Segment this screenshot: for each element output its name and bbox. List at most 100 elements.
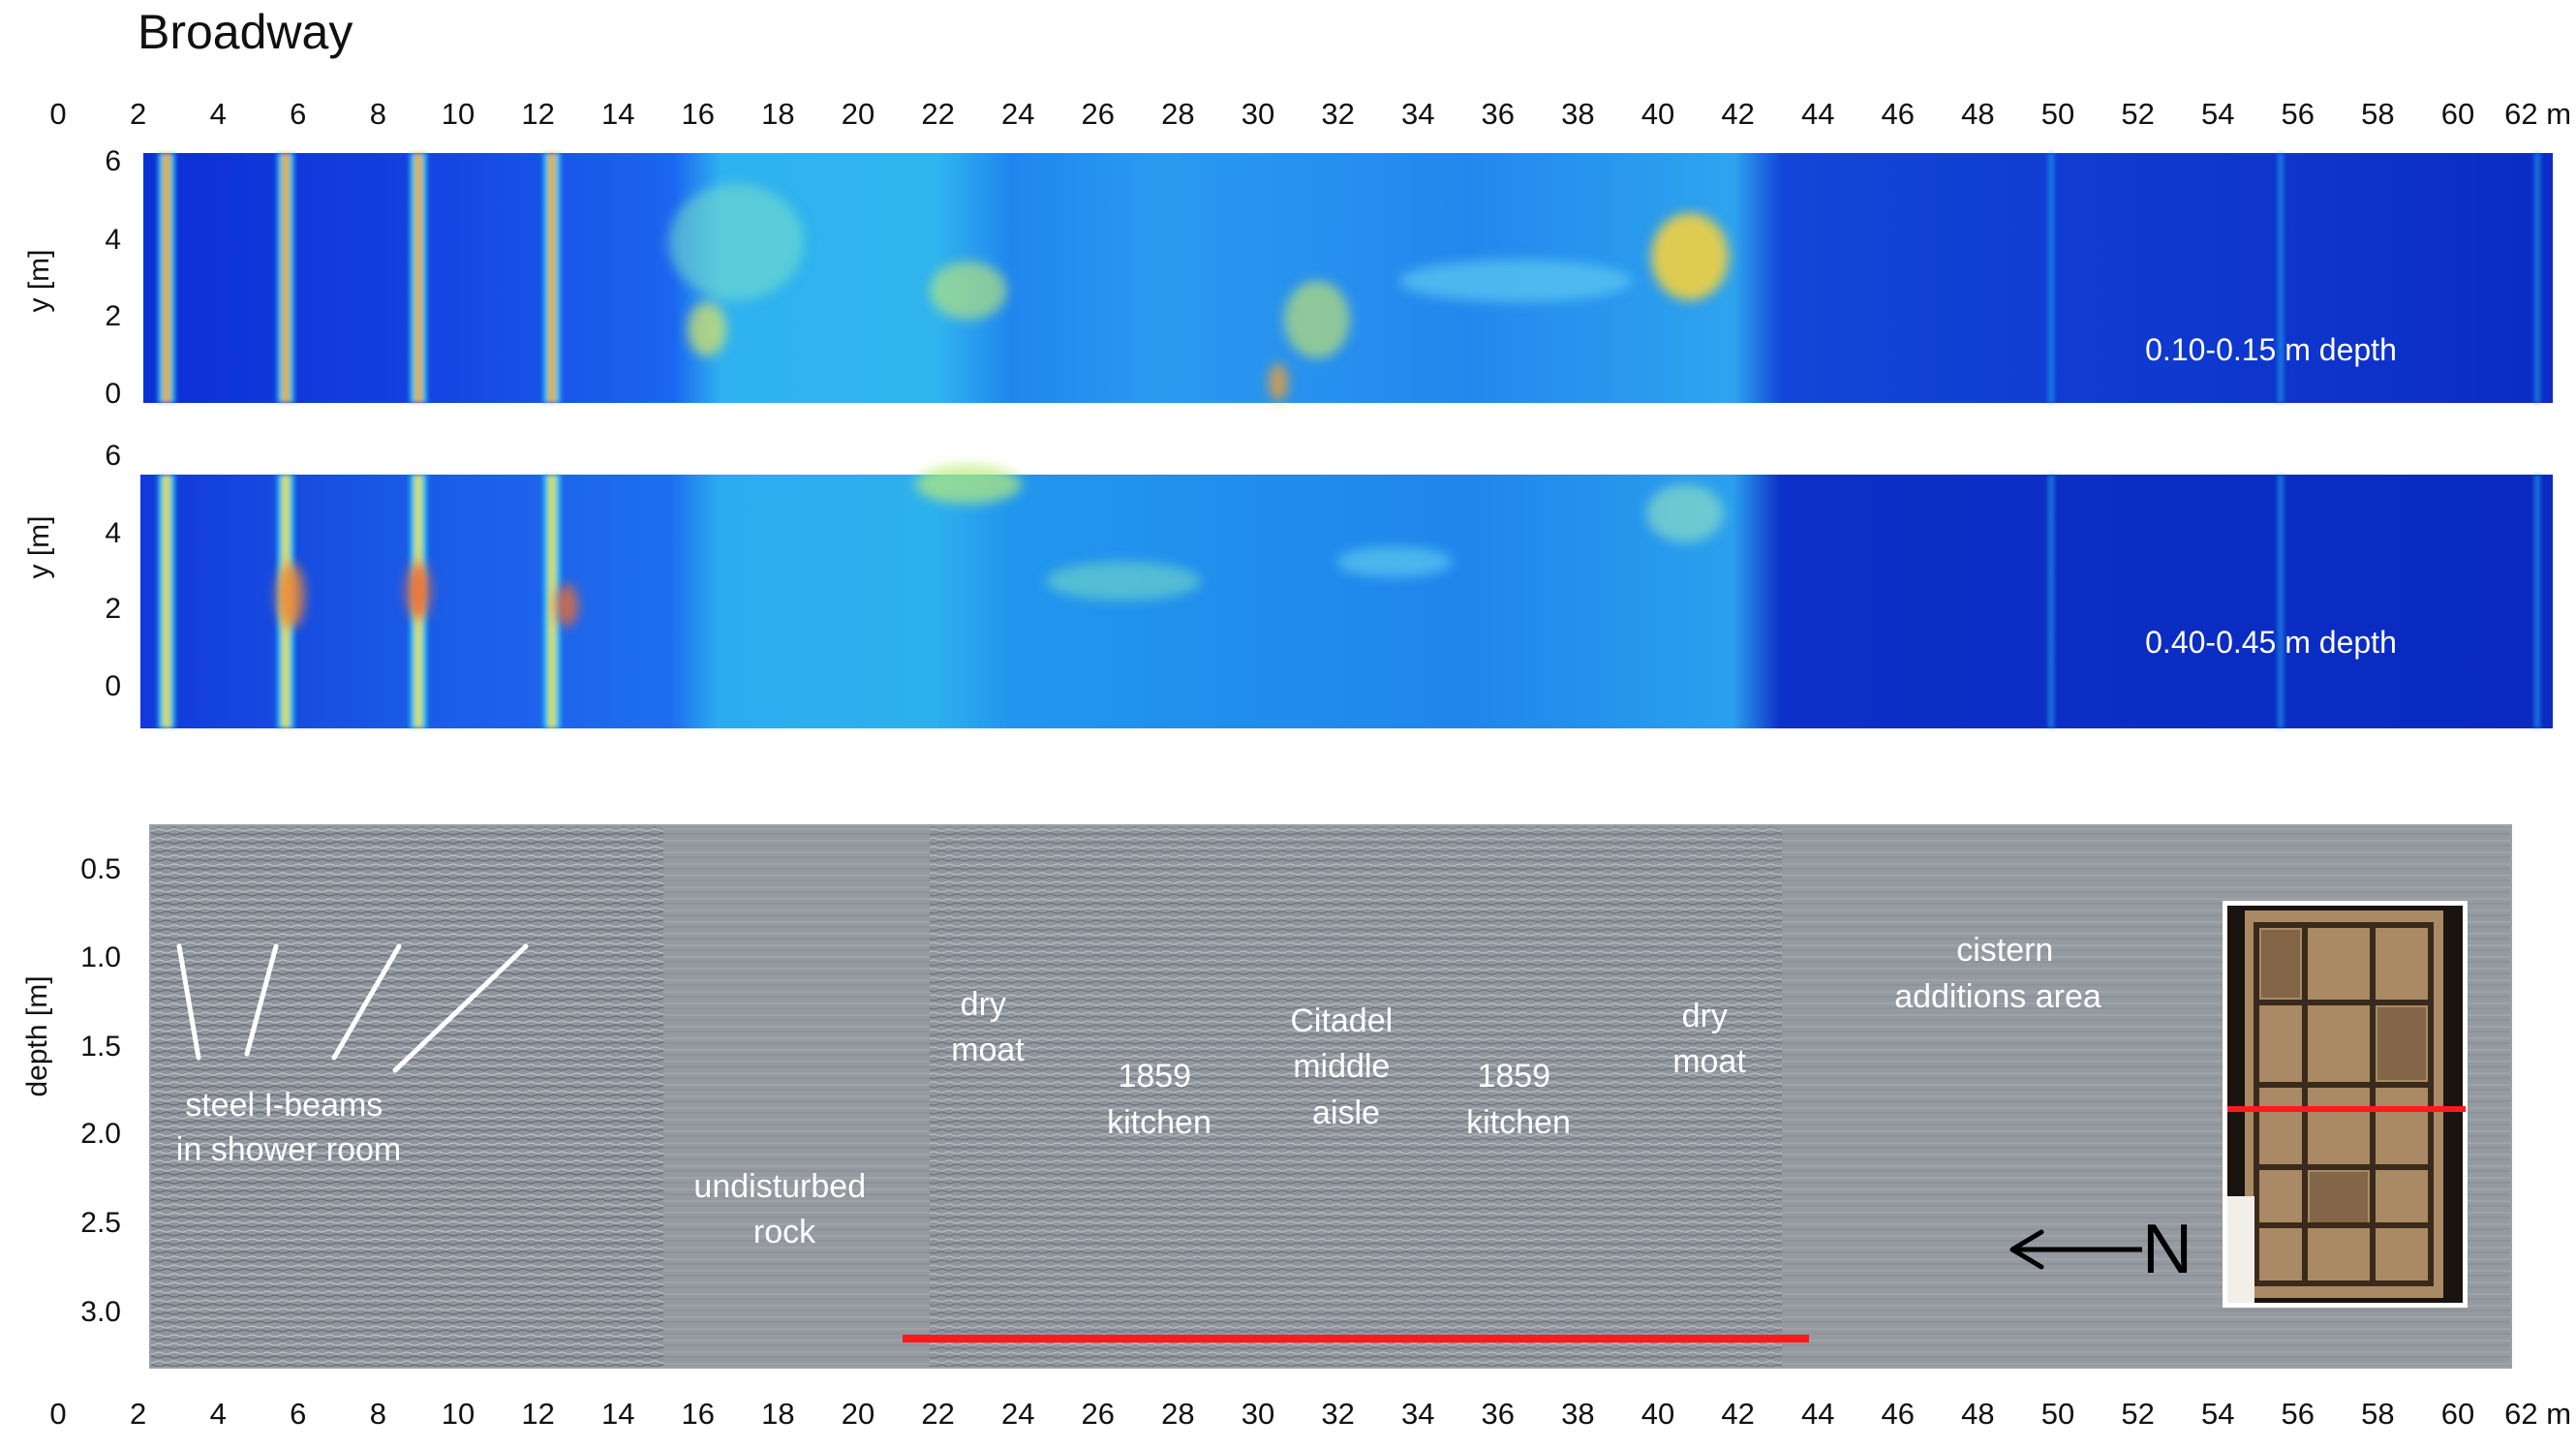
- anomaly-blob: [1269, 363, 1288, 402]
- north-arrow: N: [2009, 1211, 2193, 1288]
- anomaly-blob: [1646, 484, 1724, 542]
- top-panel-depth-label: 0.10-0.15 m depth: [2145, 332, 2397, 367]
- x-bottom-tick: 60: [2441, 1397, 2474, 1431]
- x-bottom-tick: 14: [601, 1397, 634, 1431]
- x-top-tick: 24: [1001, 97, 1034, 131]
- depth-slice-panel-middle: y [m] 6 4 2 0 0.40-0.45 m depth: [23, 440, 2553, 728]
- radar-yticks: 0.5 1.0 1.5 2.0 2.5 3.0: [80, 853, 121, 1328]
- x-bottom-tick: 10: [442, 1397, 475, 1431]
- radar-ylabel: depth [m]: [21, 975, 53, 1096]
- beam-band-core: [163, 153, 170, 403]
- faint-band: [2048, 153, 2054, 403]
- faint-band: [2534, 475, 2540, 728]
- top-panel-yticks: 6 4 2 0: [105, 145, 121, 410]
- annotation-kitchen-2: 1859 kitchen: [1466, 1058, 1571, 1141]
- x-bottom-tick: 4: [210, 1397, 227, 1431]
- anomaly-blob: [1651, 213, 1729, 300]
- x-top-tick: 58: [2361, 97, 2394, 131]
- x-top-tick: 44: [1801, 97, 1834, 131]
- mid-panel-yticks: 6 4 2 0: [105, 440, 121, 702]
- x-top-tick: 50: [2041, 97, 2074, 131]
- x-top-tick: 62 m: [2504, 97, 2571, 131]
- x-top-tick: 60: [2441, 97, 2474, 131]
- x-top-tick: 22: [921, 97, 954, 131]
- x-bottom-tick: 44: [1801, 1397, 1834, 1431]
- anomaly-blob: [688, 302, 726, 356]
- anomaly-blob: [555, 584, 578, 627]
- x-bottom-tick: 18: [761, 1397, 794, 1431]
- annotation-kitchen-1: 1859 kitchen: [1107, 1058, 1211, 1141]
- radar-ytick: 2.5: [80, 1207, 121, 1239]
- beam-band-core: [163, 475, 170, 728]
- beam-band-core: [282, 153, 290, 403]
- top-ytick: 2: [105, 300, 121, 332]
- x-bottom-tick: 48: [1961, 1397, 1994, 1431]
- x-bottom-tick: 0: [49, 1397, 66, 1431]
- x-top-tick: 30: [1242, 97, 1274, 131]
- anomaly-blob: [930, 262, 1007, 320]
- anomaly-blob: [407, 562, 430, 620]
- x-bottom-tick: 52: [2121, 1397, 2154, 1431]
- radar-ytick: 1.0: [80, 941, 121, 973]
- radargram-panel: depth [m] 0.5 1.0 1.5 2.0 2.5 3.0 steel I-bea…: [21, 824, 2512, 1369]
- x-bottom-tick: 12: [521, 1397, 554, 1431]
- x-bottom-tick: 24: [1001, 1397, 1034, 1431]
- x-top-tick: 12: [521, 97, 554, 131]
- x-top-tick: 14: [601, 97, 634, 131]
- radar-ytick: 0.5: [80, 853, 121, 885]
- x-bottom-tick: 62 m: [2504, 1397, 2571, 1431]
- top-ytick: 4: [105, 224, 121, 256]
- x-top-tick: 16: [682, 97, 715, 131]
- anomaly-blob: [915, 465, 1022, 504]
- mid-panel-depth-label: 0.40-0.45 m depth: [2145, 625, 2397, 660]
- x-top-tick: 40: [1641, 97, 1674, 131]
- x-bottom-tick: 16: [682, 1397, 715, 1431]
- beam-band-core: [414, 153, 422, 403]
- x-bottom-tick: 26: [1082, 1397, 1115, 1431]
- anomaly-blob: [668, 184, 804, 300]
- radar-ytick: 3.0: [80, 1296, 121, 1328]
- anomaly-blob: [1399, 260, 1632, 302]
- depth-slice-panel-top: y [m] 6 4 2 0 0.10-0.15 m depth: [23, 145, 2553, 410]
- x-top-tick: 10: [442, 97, 475, 131]
- annotation-dry-moat-1: dry moat: [951, 986, 1025, 1068]
- x-top-tick: 48: [1961, 97, 1994, 131]
- annotation-undisturbed-rock: undisturbed rock: [693, 1168, 874, 1250]
- x-bottom-tick: 46: [1882, 1397, 1915, 1431]
- x-top-tick: 38: [1561, 97, 1594, 131]
- x-top-tick: 26: [1082, 97, 1115, 131]
- anomaly-blob: [1046, 562, 1201, 601]
- beam-band-core: [548, 475, 556, 728]
- x-top-tick: 32: [1321, 97, 1354, 131]
- anomaly-blob: [1336, 546, 1453, 577]
- faint-band: [2048, 475, 2054, 728]
- mid-ytick: 0: [105, 670, 121, 702]
- x-top-tick: 34: [1401, 97, 1434, 131]
- x-bottom-tick: 40: [1641, 1397, 1674, 1431]
- annotation-dry-moat-2: dry moat: [1672, 998, 1746, 1080]
- x-bottom-tick: 20: [842, 1397, 874, 1431]
- anomaly-blob: [277, 563, 304, 629]
- x-top-tick: 20: [842, 97, 874, 131]
- mid-panel-ylabel: y [m]: [23, 516, 55, 579]
- annotation-steel-beams: steel I-beams in shower room: [176, 1087, 401, 1168]
- mid-ytick: 4: [105, 517, 121, 549]
- x-bottom-tick: 56: [2282, 1397, 2315, 1431]
- x-bottom-tick: 54: [2201, 1397, 2234, 1431]
- top-ytick: 6: [105, 145, 121, 177]
- mid-ytick: 6: [105, 440, 121, 472]
- x-bottom-tick: 8: [370, 1397, 386, 1431]
- north-label: N: [2142, 1211, 2193, 1288]
- x-top-tick: 8: [370, 97, 386, 131]
- mid-ytick: 2: [105, 593, 121, 625]
- faint-band: [2534, 153, 2540, 403]
- x-bottom-tick: 36: [1482, 1397, 1515, 1431]
- annotation-citadel: Citadel middle aisle: [1290, 1003, 1401, 1131]
- x-bottom-tick: 58: [2361, 1397, 2394, 1431]
- x-top-tick: 36: [1482, 97, 1515, 131]
- top-panel-ylabel: y [m]: [23, 250, 55, 313]
- faint-band: [2278, 153, 2284, 403]
- figure-title: Broadway: [138, 5, 353, 59]
- steel-beam-pointers: [176, 943, 529, 1073]
